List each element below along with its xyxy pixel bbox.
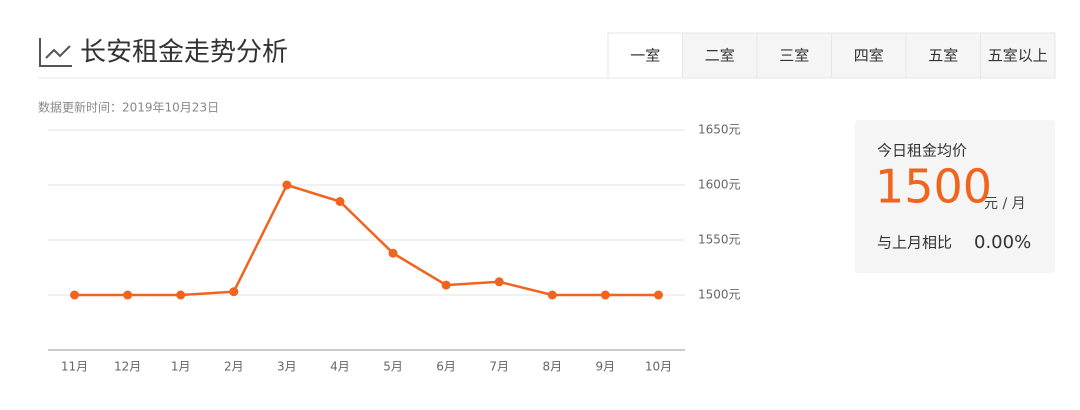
tab[interactable] — [607, 32, 683, 79]
x-tick-label: 2月 — [224, 360, 244, 374]
x-tick-label: 9月 — [596, 360, 616, 374]
update-time: 数据更新时间：2019年10月23日 — [38, 100, 219, 115]
x-tick-label: 11月 — [61, 360, 88, 374]
summary-price: 1500 — [875, 160, 992, 214]
point — [441, 280, 451, 290]
summary-label: 今日租金均价 — [877, 142, 967, 160]
tab[interactable] — [682, 32, 758, 79]
tab-label[interactable]: 一室 — [630, 47, 660, 65]
y-tick-label: 1650元 — [698, 123, 741, 137]
point — [388, 248, 398, 258]
summary-card — [855, 120, 1055, 273]
x-tick-label: 5月 — [383, 360, 403, 374]
header-icon — [39, 38, 72, 67]
tab[interactable] — [756, 32, 832, 79]
tab-label[interactable]: 五室以上 — [988, 47, 1048, 65]
x-tick-label: 10月 — [645, 360, 672, 374]
x-tick-label: 3月 — [277, 360, 297, 374]
tab-label[interactable]: 三室 — [779, 47, 809, 65]
y-tick-label: 1550元 — [698, 233, 741, 247]
point — [282, 180, 292, 190]
change-label: 与上月相比 — [877, 234, 952, 252]
summary-unit: 元 / 月 — [984, 196, 1026, 212]
x-tick-label: 4月 — [330, 360, 350, 374]
point — [70, 290, 80, 300]
tab-label[interactable]: 四室 — [854, 47, 884, 65]
point — [335, 197, 345, 206]
point — [600, 290, 610, 300]
point — [176, 290, 186, 300]
x-tick-label: 6月 — [436, 360, 456, 374]
page-title: 长安租金走势分析 — [80, 38, 288, 68]
x-tick-label: 7月 — [489, 360, 509, 374]
tab-label[interactable]: 二室 — [705, 47, 735, 65]
point — [123, 290, 133, 300]
x-tick-label: 1月 — [171, 360, 191, 374]
y-tick-label: 1500元 — [698, 288, 741, 302]
x-tick-label: 12月 — [114, 360, 141, 374]
point — [653, 290, 663, 300]
x-tick-label: 8月 — [542, 360, 562, 374]
y-tick-label: 1600元 — [698, 178, 741, 192]
tab-label[interactable]: 五室 — [928, 47, 958, 65]
line — [74, 183, 659, 297]
point — [494, 277, 504, 287]
point — [547, 290, 557, 300]
tab[interactable] — [980, 32, 1056, 79]
change-value: 0.00% — [974, 232, 1031, 253]
point — [229, 287, 239, 297]
